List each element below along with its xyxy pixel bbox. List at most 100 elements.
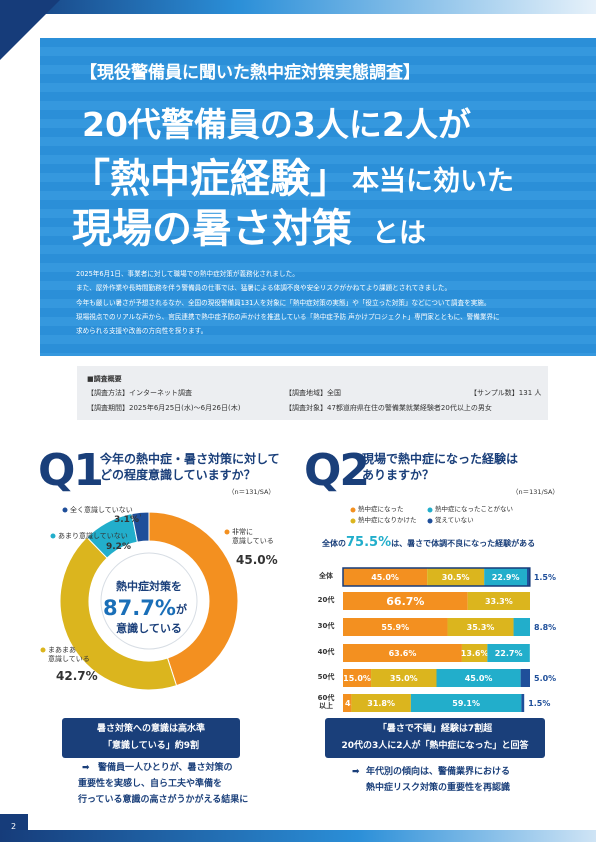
bar-value: 59.1% (452, 699, 480, 708)
legend-label: 熱中症になりかけた (358, 516, 417, 524)
bar-segment (461, 644, 488, 662)
pie-value: 45.0% (236, 553, 278, 567)
note: （n＝131/SA） (228, 488, 275, 496)
q-number: Q1 (38, 445, 104, 496)
question: どの程度意識していますか？ (100, 468, 256, 482)
bar-value: 13.6% (461, 649, 489, 658)
bar-value: 5.0% (534, 674, 556, 683)
note: （n＝131/SA） (512, 488, 559, 496)
survey-heading: ■調査概要 (87, 375, 122, 383)
row-label: 60代 以上 (317, 694, 335, 711)
row-label: 全体 (319, 572, 333, 580)
center-disk (100, 552, 198, 650)
summary: 「暑さで不調」経験は7割超 (377, 724, 493, 734)
survey-item: 【調査方法】インターネット調査 (87, 389, 192, 397)
label-dot (62, 507, 68, 513)
question: ありますか？ (362, 468, 435, 482)
bar-segment (447, 618, 514, 636)
bar-value: 63.6% (389, 649, 417, 658)
highlight: 全体の75.5%は、暑さで体調不良になった経験がある (322, 535, 536, 551)
legend-dot (427, 518, 433, 524)
bar-segment (467, 592, 530, 610)
bar-value: 45.0% (465, 674, 493, 683)
legend-label: 熱中症になったことがない (435, 505, 513, 513)
center-text: 熱中症対策を (116, 580, 182, 593)
title: 現場の暑さ対策 (72, 206, 352, 252)
question: 今年の熱中症・暑さ対策に対して (100, 452, 280, 466)
bar-segment (343, 694, 352, 712)
legend-label: 熱中症になった (358, 505, 404, 513)
paragraph-line: 2025年6月1日、事業者に対して職場での熱中症対策が義務化されました。 (76, 270, 299, 278)
summary: 20代の3人に2人が「熱中症になった」と回答 (341, 741, 529, 751)
kicker: 【現役警備員に聞いた熱中症対策実態調査】 (80, 63, 420, 83)
summary-box (325, 718, 545, 758)
legend-dot (350, 507, 356, 513)
bar-value: 55.9% (381, 623, 409, 632)
survey-item: 【調査対象】47都道府県在住の警備業就業経験者20代以上の男女 (285, 404, 492, 412)
conclusion: 重要性を実感し、自ら工夫や準備を (78, 779, 223, 789)
bar-value: 35.0% (390, 674, 418, 683)
bar-segment (513, 618, 530, 636)
bar-segment (343, 644, 462, 662)
pie-value: 9.2% (106, 542, 131, 552)
question: 現場で熱中症になった経験は (362, 452, 519, 466)
bar-value: 66.7% (386, 595, 424, 608)
center-text: が (176, 603, 187, 616)
bar-value: 1.5% (534, 573, 556, 582)
survey-box (77, 366, 548, 420)
highlight-text: 全体の (322, 539, 346, 548)
bar-value: 35.3% (467, 623, 495, 632)
header-band (40, 38, 596, 356)
conclusion: 年代別の傾向は、警備業界における (366, 767, 511, 777)
label-dot (224, 529, 230, 535)
title: 本当に効いた (352, 166, 514, 197)
pie-value: 3.1% (114, 515, 139, 525)
center-value: 87.7% (103, 596, 176, 620)
bar-value: 30.5% (442, 573, 470, 582)
q-number: Q2 (304, 445, 370, 496)
legend-label: 覚えていない (435, 516, 474, 524)
conclusion: 熱中症リスク対策の重要性を再認識 (366, 783, 511, 793)
bar-value: 15.0% (343, 674, 371, 683)
arrow-icon: ➡ (82, 763, 90, 773)
pie-label: 全く意識していない (70, 506, 133, 514)
bar-outline (342, 567, 531, 587)
highlight-text: は、暑さで体調不良になった経験がある (391, 539, 536, 548)
bar-value: 8.8% (534, 623, 556, 632)
bar-segment (487, 644, 530, 662)
summary-box (62, 718, 240, 758)
bar-segment (343, 618, 448, 636)
bar-value: 1.5% (528, 699, 550, 708)
bar-value: 22.7% (495, 649, 523, 658)
legend-dot (350, 518, 356, 524)
bar-segment (371, 669, 437, 687)
bar-segment (427, 568, 485, 586)
title: とは (372, 218, 426, 249)
conclusion: 行っている意識の高さがうかがえる結果に (78, 795, 249, 805)
bar-segment (410, 694, 522, 712)
paragraph-line: 現場視点でのリアルな声から、官民連携で熱中症予防の声かけを推進している「熱中症予… (76, 312, 500, 321)
pie-label: まあまあ 意識している (48, 646, 90, 664)
label-dot (50, 533, 56, 539)
bar-segment (351, 694, 411, 712)
pie-label: 非常に 意識している (232, 528, 274, 546)
paragraph-line: 今年も厳しい暑さが予想されるなか、全国の現役警備員131人を対象に「熱中症対策の… (76, 298, 491, 307)
highlight-value: 75.5% (346, 535, 392, 550)
bar-value: 22.9% (492, 573, 520, 582)
bar-segment (521, 694, 525, 712)
row-label: 20代 (317, 596, 335, 604)
donut-segment (59, 536, 178, 691)
arrow-icon: ➡ (352, 767, 360, 777)
center-text: 意識している (116, 622, 182, 635)
title: 「熱中症経験」 (70, 156, 350, 202)
donut-segment (148, 511, 239, 687)
row-label: 50代 (317, 673, 335, 681)
donut-segment (131, 511, 150, 543)
bar-value: 31.8% (367, 699, 395, 708)
bar-value: 33.3% (485, 597, 513, 606)
corner (0, 0, 60, 60)
footer-bar (0, 830, 596, 842)
bar-segment (484, 568, 528, 586)
